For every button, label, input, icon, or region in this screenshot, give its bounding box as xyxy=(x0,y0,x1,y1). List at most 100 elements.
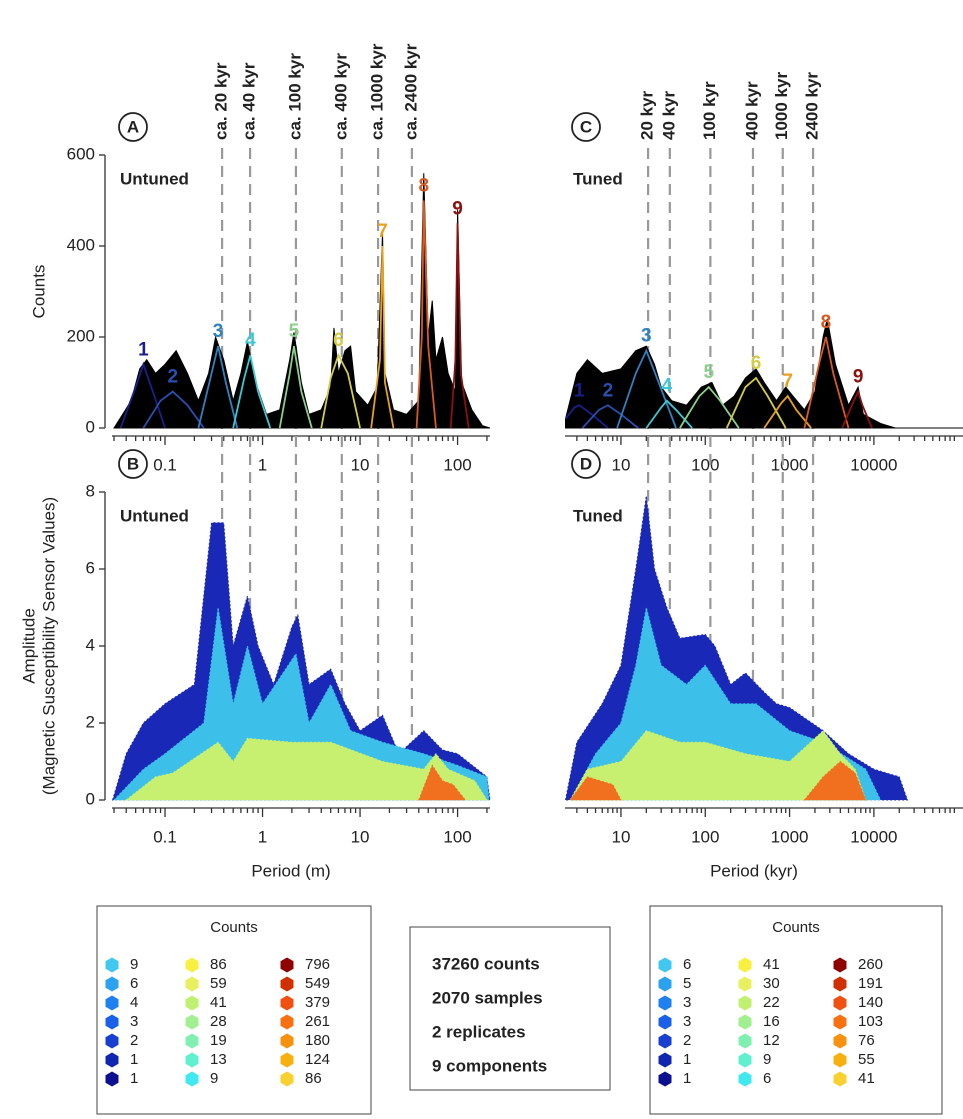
panel-letter: B xyxy=(127,454,139,473)
component-curve xyxy=(278,345,313,429)
component-label: 6 xyxy=(333,330,344,351)
legend-label: 191 xyxy=(858,975,883,992)
panel: C Tuned 10 100 1000 10000 20 kyr 40 kyr 100 kyr 4… xyxy=(564,72,963,800)
x-axis-label: Period (m) xyxy=(251,861,330,880)
reference-label: ca. 100 kyr xyxy=(285,53,304,140)
component-label: 6 xyxy=(751,353,762,374)
panel-badge xyxy=(571,449,601,479)
legend-swatch xyxy=(658,957,672,973)
legend-swatch xyxy=(280,957,294,973)
x-tick-label: 1 xyxy=(258,455,267,474)
y-tick-label: 0 xyxy=(86,417,95,436)
y-tick-label: 2 xyxy=(86,712,95,731)
legend-swatch xyxy=(280,1052,294,1068)
legend-swatch xyxy=(185,1033,199,1049)
x-tick-label: 1000 xyxy=(771,455,809,474)
x-tick-label: 10 xyxy=(611,827,630,846)
legend-label: 86 xyxy=(305,1070,322,1087)
component-label: 5 xyxy=(289,321,300,342)
legend-label: 41 xyxy=(858,1070,875,1087)
legend-swatch xyxy=(833,995,847,1011)
legend-swatch xyxy=(738,1071,752,1087)
x-axis-label: Period (kyr) xyxy=(710,861,798,880)
legend-swatch xyxy=(833,1033,847,1049)
legend-swatch xyxy=(185,976,199,992)
legend-label: 6 xyxy=(763,1070,771,1087)
reference-label: 100 kyr xyxy=(700,81,719,140)
component-curve xyxy=(841,389,873,429)
density-area xyxy=(569,729,867,801)
legend-label: 379 xyxy=(305,994,330,1011)
legend-label: 86 xyxy=(210,956,227,973)
component-curve xyxy=(581,404,639,429)
legend-swatch xyxy=(280,976,294,992)
component-curve xyxy=(645,399,693,429)
legend-label: 103 xyxy=(858,1013,883,1030)
component-label: 2 xyxy=(603,380,614,401)
legend-box xyxy=(649,905,943,1115)
reference-label: 20 kyr xyxy=(638,90,657,140)
legend-swatch xyxy=(833,957,847,973)
component-label: 8 xyxy=(821,312,832,333)
y-axis-label: Counts xyxy=(29,265,48,319)
legend-label: 9 xyxy=(210,1070,218,1087)
legend-swatch xyxy=(280,1071,294,1087)
legend-swatch xyxy=(658,1071,672,1087)
y-tick-label: 200 xyxy=(67,326,95,345)
component-curve xyxy=(320,352,361,429)
component-curve xyxy=(803,336,850,429)
legend-label: 3 xyxy=(683,994,691,1011)
reference-label: ca. 20 kyr xyxy=(212,62,231,140)
component-label: 7 xyxy=(377,221,388,242)
legend-swatch xyxy=(105,1052,119,1068)
y-axis-label: Amplitude xyxy=(19,608,38,684)
y-tick-label: 600 xyxy=(67,144,95,163)
panel-badge xyxy=(118,112,148,142)
legend-swatch xyxy=(738,1014,752,1030)
x-tick-label: 100 xyxy=(691,827,719,846)
legend-swatch xyxy=(738,995,752,1011)
legend-title: Counts xyxy=(772,919,820,936)
panel: D Tuned 10 100 1000 10000 Period (kyr) xyxy=(564,449,963,880)
reference-label: 40 kyr xyxy=(659,90,678,140)
panel-badge xyxy=(571,112,601,142)
reference-label: 2400 kyr xyxy=(803,72,822,140)
legend-swatch xyxy=(833,1014,847,1030)
component-curve xyxy=(142,390,205,429)
panel-title: Untuned xyxy=(120,169,189,188)
legend-swatch xyxy=(105,976,119,992)
legend-swatch xyxy=(105,1071,119,1087)
x-tick-label: 100 xyxy=(443,455,471,474)
panel-letter: A xyxy=(127,117,139,136)
x-tick-label: 100 xyxy=(691,455,719,474)
legend-label: 124 xyxy=(305,1051,330,1068)
legend-swatch xyxy=(185,1052,199,1068)
legend-label: 4 xyxy=(130,994,138,1011)
legend-swatch xyxy=(833,1071,847,1087)
legend-swatch xyxy=(280,1033,294,1049)
component-label: 2 xyxy=(167,367,178,388)
panel-letter: C xyxy=(580,117,592,136)
legend-label: 41 xyxy=(763,956,780,973)
component-curve xyxy=(725,376,787,429)
x-tick-label: 10000 xyxy=(850,455,897,474)
legend-swatch xyxy=(738,976,752,992)
legend-label: 1 xyxy=(130,1070,138,1087)
x-tick-label: 10000 xyxy=(850,827,897,846)
component-curve xyxy=(449,223,470,429)
legend-swatch xyxy=(105,1014,119,1030)
reference-label: 1000 kyr xyxy=(772,72,791,140)
x-tick-label: 10 xyxy=(351,827,370,846)
component-label: 9 xyxy=(853,367,864,388)
legend-label: 76 xyxy=(858,1032,875,1049)
component-label: 4 xyxy=(245,330,256,351)
legend-swatch xyxy=(185,995,199,1011)
legend-label: 3 xyxy=(683,1013,691,1030)
legend-label: 180 xyxy=(305,1032,330,1049)
legend-swatch xyxy=(738,957,752,973)
panel-letter: D xyxy=(580,454,592,473)
legend-label: 549 xyxy=(305,975,330,992)
component-curve xyxy=(763,394,812,429)
y-axis-label: (Magnetic Susceptibility Sensor Values) xyxy=(39,497,58,795)
